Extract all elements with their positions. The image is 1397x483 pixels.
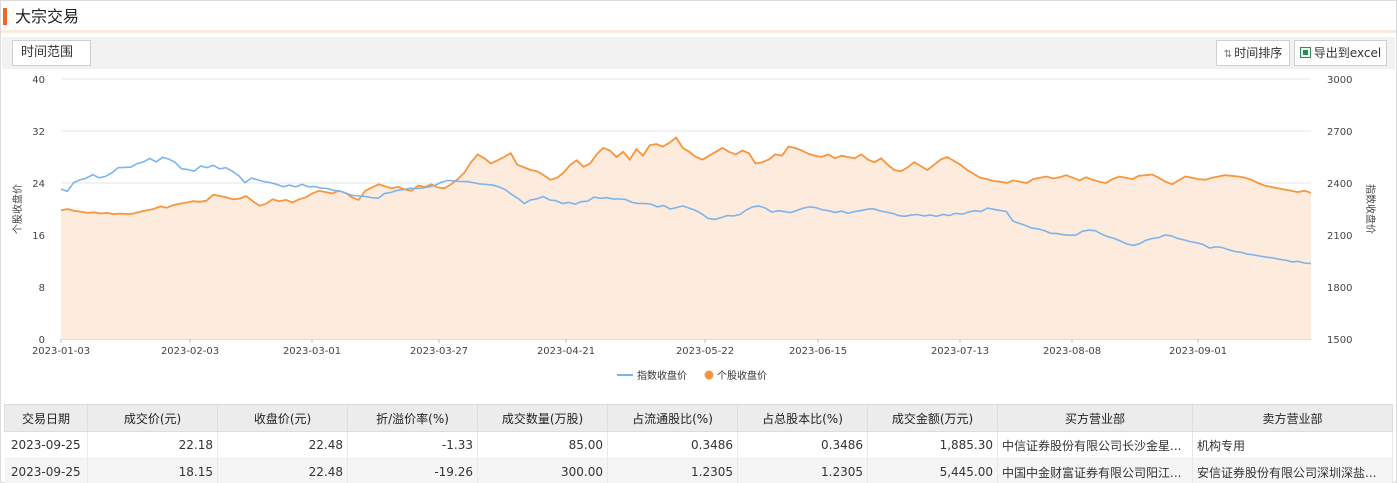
- x-axis-tick-label: 2023-02-03: [161, 346, 219, 357]
- stock-close-line: [60, 136, 1312, 216]
- cell-premium-rate: -1.33: [347, 431, 478, 459]
- x-axis-tick-label: 2023-01-03: [32, 346, 90, 357]
- cell-amount: 5,445.00: [867, 458, 998, 483]
- table-header-row: 交易日期 成交价(元) 收盘价(元) 折/溢价率(%) 成交数量(万股) 占流通…: [4, 404, 1393, 432]
- cell-float-ratio: 0.3486: [607, 431, 738, 459]
- stock-close-area: [61, 137, 1311, 339]
- header-volume[interactable]: 成交数量(万股): [477, 404, 608, 432]
- cell-total-ratio: 1.2305: [737, 458, 868, 483]
- time-range-button[interactable]: 时间范围: [12, 40, 91, 66]
- left-axis-title: 个股收盘价: [11, 184, 24, 234]
- left-axis-tick-label: 8: [39, 283, 45, 294]
- x-axis-tick-label: 2023-05-22: [676, 346, 734, 357]
- price-chart: 0816243240150018002100240027003000个股收盘价指…: [11, 75, 1377, 382]
- cell-seller: 安信证券股份有限公司深圳深盐...: [1192, 458, 1393, 483]
- cell-date: 2023-09-25: [4, 458, 88, 483]
- x-axis-tick-label: 2023-07-13: [931, 346, 989, 357]
- export-excel-button[interactable]: 导出到excel: [1294, 40, 1387, 66]
- right-axis-tick-label: 1800: [1327, 283, 1352, 294]
- left-axis-tick-label: 16: [32, 231, 45, 242]
- table-row: 2023-09-25 18.15 22.48 -19.26 300.00 1.2…: [4, 458, 1393, 483]
- cell-buyer: 中国中金财富证券有限公司阳江...: [997, 458, 1193, 483]
- x-axis-tick-label: 2023-03-01: [283, 346, 341, 357]
- page-title: 大宗交易: [15, 7, 80, 26]
- left-axis-tick-label: 0: [39, 335, 45, 346]
- left-axis-tick-label: 40: [32, 75, 45, 86]
- cell-close-price: 22.48: [217, 431, 348, 459]
- cell-buyer: 中信证券股份有限公司长沙金星...: [997, 431, 1193, 459]
- table-row: 2023-09-25 22.18 22.48 -1.33 85.00 0.348…: [4, 431, 1393, 459]
- right-axis-tick-label: 1500: [1327, 335, 1352, 346]
- title-bar: 大宗交易: [1, 1, 1396, 33]
- sort-icon: ⇅: [1223, 49, 1233, 60]
- header-float-ratio[interactable]: 占流通股比(%): [607, 404, 738, 432]
- right-axis-tick-label: 2400: [1327, 179, 1352, 190]
- cell-total-ratio: 0.3486: [737, 431, 868, 459]
- header-deal-price[interactable]: 成交价(元): [87, 404, 218, 432]
- x-axis-tick-label: 2023-03-27: [410, 346, 468, 357]
- block-trade-table: 交易日期 成交价(元) 收盘价(元) 折/溢价率(%) 成交数量(万股) 占流通…: [4, 404, 1393, 483]
- toolbar: 时间范围 ⇅ 时间排序 导出到excel: [2, 37, 1395, 69]
- header-total-ratio[interactable]: 占总股本比(%): [737, 404, 868, 432]
- header-amount[interactable]: 成交金额(万元): [867, 404, 998, 432]
- x-axis-tick-label: 2023-08-08: [1043, 346, 1101, 357]
- cell-amount: 1,885.30: [867, 431, 998, 459]
- header-seller[interactable]: 卖方营业部: [1192, 404, 1393, 432]
- title-accent: [3, 8, 7, 25]
- x-axis-tick-label: 2023-09-01: [1169, 346, 1227, 357]
- right-axis-tick-label: 2100: [1327, 231, 1352, 242]
- left-axis-tick-label: 32: [32, 127, 45, 138]
- cell-deal-price: 22.18: [87, 431, 218, 459]
- header-premium-rate[interactable]: 折/溢价率(%): [347, 404, 478, 432]
- right-axis-tick-label: 2700: [1327, 127, 1352, 138]
- time-sort-button[interactable]: ⇅ 时间排序: [1216, 40, 1290, 66]
- right-axis-tick-label: 3000: [1327, 75, 1352, 86]
- export-excel-label: 导出到excel: [1313, 46, 1382, 60]
- cell-volume: 300.00: [477, 458, 608, 483]
- time-range-label: 时间范围: [21, 45, 74, 60]
- cell-premium-rate: -19.26: [347, 458, 478, 483]
- cell-seller: 机构专用: [1192, 431, 1393, 459]
- x-axis-tick-label: 2023-06-15: [789, 346, 847, 357]
- cell-float-ratio: 1.2305: [607, 458, 738, 483]
- cell-close-price: 22.48: [217, 458, 348, 483]
- legend-stock-label[interactable]: 个股收盘价: [717, 369, 767, 382]
- left-axis-tick-label: 24: [32, 179, 45, 190]
- cell-date: 2023-09-25: [4, 431, 88, 459]
- header-close-price[interactable]: 收盘价(元): [217, 404, 348, 432]
- time-sort-label: 时间排序: [1234, 46, 1283, 60]
- header-date[interactable]: 交易日期: [4, 404, 88, 432]
- header-buyer[interactable]: 买方营业部: [997, 404, 1193, 432]
- cell-deal-price: 18.15: [87, 458, 218, 483]
- index-close-line: [60, 156, 1312, 265]
- cell-volume: 85.00: [477, 431, 608, 459]
- excel-icon: [1299, 47, 1311, 58]
- right-axis-title: 指数收盘价: [1364, 184, 1377, 234]
- legend-index-label[interactable]: 指数收盘价: [637, 369, 687, 382]
- legend-stock-marker[interactable]: [704, 370, 714, 380]
- x-axis-tick-label: 2023-04-21: [537, 346, 595, 357]
